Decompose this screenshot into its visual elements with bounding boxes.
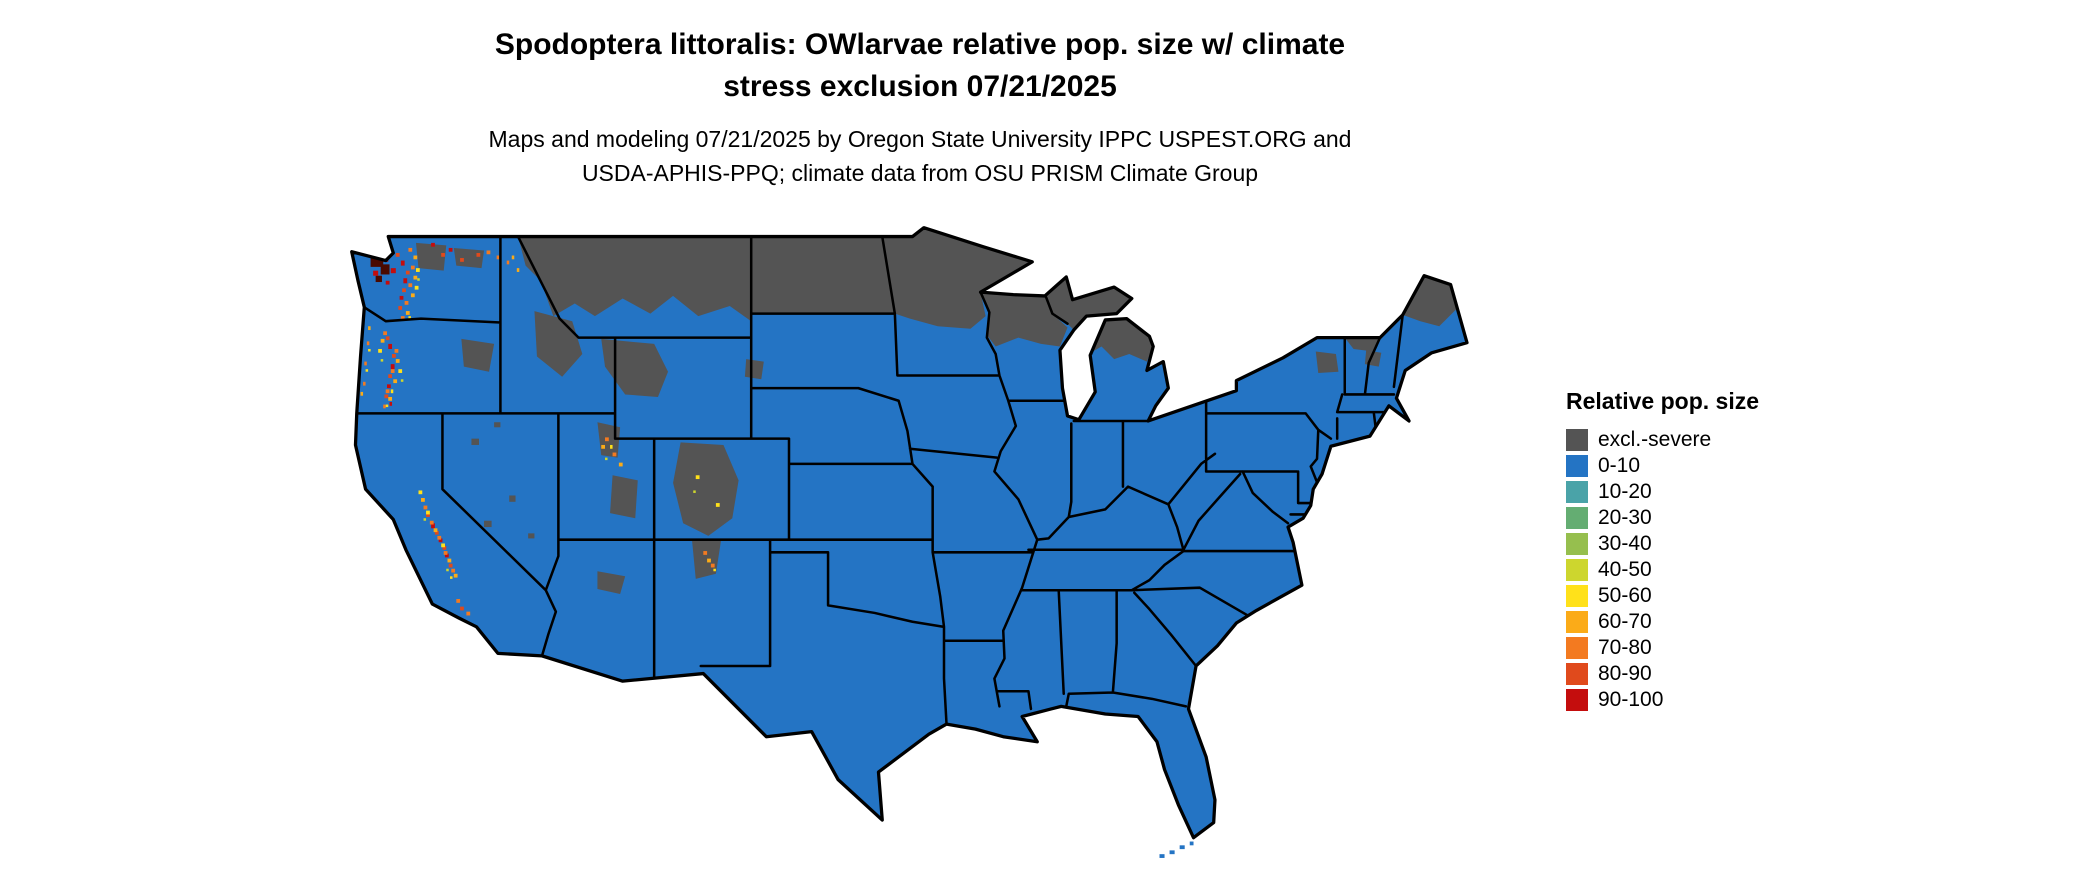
legend-item: 80-90 [1566,663,1846,685]
legend-swatch [1566,455,1588,477]
legend-item: excl.-severe [1566,429,1846,451]
legend-item: 40-50 [1566,559,1846,581]
florida-keys-dots [1159,841,1194,858]
legend-item: 30-40 [1566,533,1846,555]
legend-label: 80-90 [1598,662,1652,685]
legend-swatch [1566,533,1588,555]
legend-swatch [1566,611,1588,633]
hotspot-70-80 [363,247,715,616]
page-title: Spodoptera littoralis: OWlarvae relative… [0,24,1840,108]
us-map-svg [350,226,1469,858]
legend-label: 30-40 [1598,532,1652,555]
legend-swatch [1566,663,1588,685]
legend-item: 0-10 [1566,455,1846,477]
legend-label: 70-80 [1598,636,1652,659]
legend-label: excl.-severe [1598,428,1712,451]
legend-title: Relative pop. size [1566,388,1760,414]
us-risk-map [295,205,1530,887]
state-borders [355,235,1404,726]
hotspot-40-50 [380,278,696,572]
legend-item: 10-20 [1566,481,1846,503]
legend-label: 20-30 [1598,506,1652,529]
legend-label: 10-20 [1598,480,1652,503]
legend-swatch [1566,507,1588,529]
legend: Relative pop. size excl.-severe 0-10 10-… [1566,388,1846,715]
exclusion-severe-layer [415,227,1457,594]
legend-swatch [1566,481,1588,503]
page-subtitle: Maps and modeling 07/21/2025 by Oregon S… [0,122,1840,190]
hotspot-80-90 [384,252,481,611]
legend-item: 90-100 [1566,689,1846,711]
us-landmass [351,227,1467,838]
legend-item: 50-60 [1566,585,1846,607]
legend-label: 0-10 [1598,454,1641,477]
legend-swatch [1566,689,1588,711]
hotspot-60-70 [360,255,711,578]
legend-item: 70-80 [1566,637,1846,659]
legend-swatch [1566,585,1588,607]
legend-label: 50-60 [1598,584,1652,607]
legend-label: 40-50 [1598,558,1652,581]
header: Spodoptera littoralis: OWlarvae relative… [0,24,1840,190]
hotspot-50-60 [365,268,720,579]
legend-item: 20-30 [1566,507,1846,529]
title-line-1: Spodoptera littoralis: OWlarvae relative… [494,28,1346,61]
legend-swatch [1566,429,1588,451]
legend-swatch [1566,637,1588,659]
legend-swatch [1566,559,1588,581]
title-line-2: stress exclusion 07/21/2025 [723,70,1117,103]
subtitle-line-2: USDA-APHIS-PPQ; climate data from OSU PR… [581,160,1259,186]
legend-label: 60-70 [1598,610,1652,633]
legend-item: 60-70 [1566,611,1846,633]
subtitle-line-1: Maps and modeling 07/21/2025 by Oregon S… [488,126,1352,152]
legend-label: 90-100 [1598,688,1664,711]
